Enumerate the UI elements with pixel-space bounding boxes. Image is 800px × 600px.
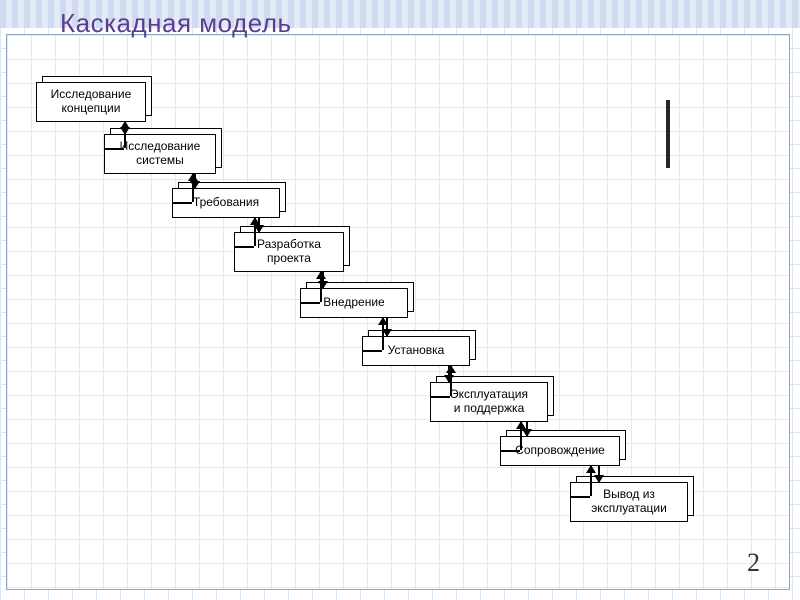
feedback-hseg-3 (234, 246, 254, 248)
feedback-arrow-1 (124, 122, 126, 148)
feedback-hseg-7 (500, 450, 520, 452)
stage-label: Эксплуатацияи поддержка (430, 382, 548, 422)
feedback-arrow-8 (590, 466, 592, 496)
stage-label: Разработкапроекта (234, 232, 344, 272)
feedback-hseg-5 (362, 350, 382, 352)
stage-box-7: Эксплуатацияи поддержка (430, 382, 548, 422)
feedback-hseg-4 (300, 302, 320, 304)
decor-tick (666, 100, 670, 168)
stage-box-4: Разработкапроекта (234, 232, 344, 272)
stage-label: Вывод изэксплуатации (570, 482, 688, 522)
feedback-arrow-3 (254, 218, 256, 246)
forward-arrow-8 (598, 466, 600, 482)
forward-arrow-7 (526, 422, 528, 436)
feedback-arrow-6 (450, 366, 452, 396)
page-title: Каскадная модель (60, 8, 292, 39)
feedback-arrow-5 (382, 318, 384, 350)
feedback-arrow-2 (192, 174, 194, 202)
feedback-hseg-1 (104, 148, 124, 150)
stage-box-1: Исследованиеконцепции (36, 82, 146, 122)
stage-box-2: Исследованиесистемы (104, 134, 216, 174)
stage-box-9: Вывод изэксплуатации (570, 482, 688, 522)
stage-label: Исследованиесистемы (104, 134, 216, 174)
stage-label: Исследованиеконцепции (36, 82, 146, 122)
feedback-arrow-4 (320, 272, 322, 302)
feedback-hseg-8 (570, 496, 590, 498)
feedback-hseg-6 (430, 396, 450, 398)
feedback-arrow-7 (520, 422, 522, 450)
page-number: 2 (747, 548, 760, 578)
feedback-hseg-2 (172, 202, 192, 204)
